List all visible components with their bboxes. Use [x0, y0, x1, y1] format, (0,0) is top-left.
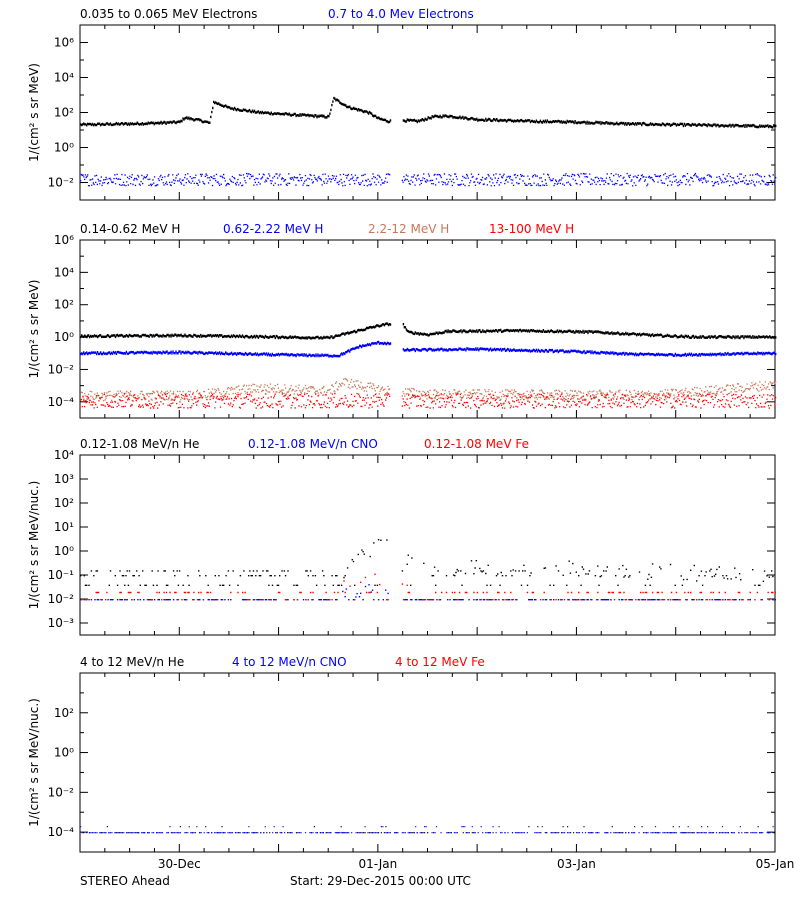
y-tick-label: 10² [54, 298, 74, 312]
y-tick-label: 10⁴ [54, 265, 74, 279]
data-series [80, 826, 774, 834]
spacecraft-label: STEREO Ahead [80, 874, 170, 888]
legend-label: 2.2-12 MeV H [368, 222, 449, 236]
legend-label: 4 to 12 MeV Fe [395, 655, 485, 669]
y-tick-label: 10⁴ [54, 448, 74, 462]
y-tick-label: 10² [54, 106, 74, 120]
y-axis-label: 1/(cm² s sr MeV/nuc.) [27, 481, 41, 610]
y-axis-label: 1/(cm² s sr MeV) [27, 280, 41, 379]
start-time-label: Start: 29-Dec-2015 00:00 UTC [290, 874, 471, 888]
series-points [80, 96, 777, 129]
y-tick-label: 10⁻⁴ [48, 825, 75, 839]
panel-protons: 0.14-0.62 MeV H 0.62-2.22 MeV H 2.2-12 M… [27, 222, 777, 419]
y-tick-label: 10³ [54, 472, 74, 486]
legend-label: 0.7 to 4.0 Mev Electrons [328, 7, 474, 21]
y-tick-label: 10⁻² [48, 592, 75, 606]
series-points [80, 322, 777, 340]
y-tick-label: 10⁰ [54, 544, 74, 558]
y-tick-label: 10⁰ [54, 746, 74, 760]
data-series [80, 322, 777, 340]
legend-label: 0.12-1.08 MeV Fe [424, 437, 529, 451]
y-tick-label: 10¹ [54, 520, 74, 534]
x-tick-label: 05-Jan [756, 857, 795, 871]
data-series [80, 340, 777, 358]
x-tick-label: 30-Dec [158, 857, 201, 871]
legend-label: 0.12-1.08 MeV/n CNO [248, 437, 378, 451]
y-tick-label: 10² [54, 706, 74, 720]
legend-label: 0.035 to 0.065 MeV Electrons [80, 7, 257, 21]
y-tick-label: 10⁻² [48, 362, 75, 376]
series-points [80, 826, 774, 834]
y-tick-label: 10⁰ [54, 330, 74, 344]
panel-high-energy-ions: 4 to 12 MeV/n He 4 to 12 MeV/n CNO 4 to … [27, 655, 776, 853]
legend-label: 0.12-1.08 MeV/n He [80, 437, 199, 451]
x-tick-label: 03-Jan [557, 857, 596, 871]
y-tick-label: 10⁻² [48, 176, 75, 190]
panel-low-energy-ions: 0.12-1.08 MeV/n He 0.12-1.08 MeV/n CNO 0… [27, 437, 776, 636]
legend-label: 0.62-2.22 MeV H [223, 222, 323, 236]
legend-label: 13-100 MeV H [489, 222, 574, 236]
legend-label: 0.14-0.62 MeV H [80, 222, 180, 236]
y-tick-label: 10⁶ [54, 233, 74, 247]
y-tick-label: 10⁻² [48, 785, 75, 799]
y-tick-label: 10⁶ [54, 36, 74, 50]
y-tick-label: 10⁰ [54, 141, 74, 155]
legend-label: 4 to 12 MeV/n CNO [232, 655, 347, 669]
legend-label: 4 to 12 MeV/n He [80, 655, 184, 669]
y-tick-label: 10⁻¹ [48, 568, 75, 582]
x-axis-tick-labels: 30-Dec 01-Jan 03-Jan 05-Jan [158, 857, 795, 871]
x-tick-label: 01-Jan [358, 857, 397, 871]
series-points [80, 340, 777, 358]
y-tick-label: 10⁻³ [48, 616, 75, 630]
y-tick-label: 10⁴ [54, 71, 74, 85]
panel-electrons: 0.035 to 0.065 MeV Electrons 0.7 to 4.0 … [27, 7, 777, 201]
y-axis-label: 1/(cm² s sr MeV) [27, 63, 41, 162]
y-axis-label: 1/(cm² s sr MeV/nuc.) [27, 698, 41, 827]
data-series [80, 96, 777, 129]
y-tick-label: 10² [54, 496, 74, 510]
y-tick-label: 10⁻⁴ [48, 395, 75, 409]
